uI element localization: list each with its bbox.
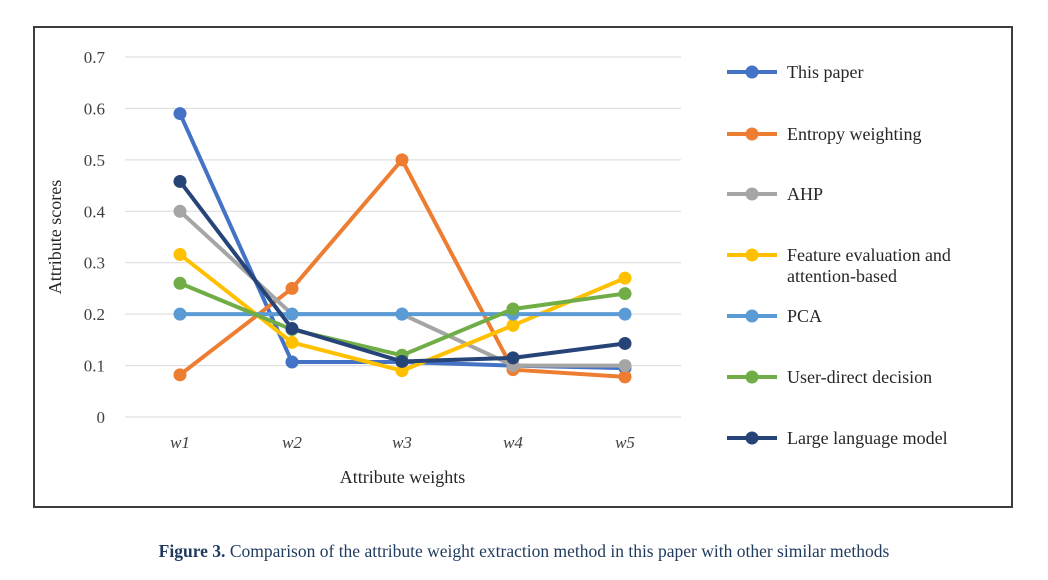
series-1 — [173, 107, 632, 375]
series-line — [178, 112, 626, 371]
data-point — [285, 281, 299, 295]
data-point — [618, 307, 632, 321]
data-point — [173, 107, 187, 121]
y-tick-label: 0.2 — [84, 305, 105, 324]
y-tick-label: 0 — [97, 408, 106, 427]
x-tick-label: w5 — [615, 433, 635, 452]
figure-caption: Figure 3. Comparison of the attribute we… — [0, 541, 1048, 562]
legend-label: PCA — [787, 306, 822, 326]
series-2 — [173, 153, 632, 384]
legend: This paper Entropy weighting AHP Feature ev… — [727, 62, 951, 448]
series-lines — [173, 107, 632, 384]
data-point — [618, 359, 632, 373]
legend-label: This paper — [787, 62, 863, 82]
x-tick-label: w3 — [392, 433, 412, 452]
y-tick-label: 0.3 — [84, 254, 105, 273]
data-point — [395, 354, 409, 368]
legend-swatch-marker — [745, 127, 759, 141]
x-tick-label: w2 — [282, 433, 302, 452]
series-7 — [173, 174, 632, 368]
data-point — [173, 174, 187, 188]
data-point — [618, 336, 632, 350]
legend-swatch-marker — [745, 187, 759, 201]
data-point — [506, 351, 520, 365]
data-point — [285, 335, 299, 349]
data-point — [506, 302, 520, 316]
legend-item: Large language model — [727, 428, 948, 448]
y-tick-label: 0.7 — [84, 48, 106, 67]
legend-swatch-marker — [745, 65, 759, 79]
legend-label: User-direct decision — [787, 367, 932, 387]
legend-item: User-direct decision — [727, 367, 932, 387]
series-line — [178, 180, 626, 364]
figure-caption-text: Comparison of the attribute weight extra… — [225, 541, 890, 561]
data-point — [173, 276, 187, 290]
legend-label: Entropy weighting — [787, 124, 921, 144]
y-tick-label: 0.1 — [84, 357, 105, 376]
legend-swatch-marker — [745, 309, 759, 323]
y-axis-ticks: 0 0.1 0.2 0.3 0.4 0.5 0.6 0.7 — [84, 48, 106, 427]
y-tick-label: 0.5 — [84, 151, 105, 170]
legend-label: Large language model — [787, 428, 948, 448]
data-point — [285, 322, 299, 336]
legend-item: PCA — [727, 306, 822, 326]
y-axis-title: Attribute scores — [45, 180, 65, 294]
data-point — [506, 318, 520, 332]
x-tick-label: w1 — [170, 433, 190, 452]
x-axis-ticks: w1 w2 w3 w4 w5 — [170, 433, 635, 452]
y-tick-label: 0.6 — [84, 99, 105, 118]
legend-swatch-marker — [745, 370, 759, 384]
legend-swatch-marker — [745, 431, 759, 445]
legend-item: This paper — [727, 62, 863, 82]
data-point — [395, 364, 409, 378]
legend-label: AHP — [787, 184, 823, 204]
data-point — [618, 287, 632, 301]
line-chart: 0 0.1 0.2 0.3 0.4 0.5 0.6 0.7 w1 w2 w3 w4 w5 This p… — [45, 48, 951, 487]
legend-label: Feature evaluation and attention-based — [787, 245, 951, 286]
data-point — [618, 370, 632, 384]
data-point — [173, 247, 187, 261]
legend-item: Feature evaluation and attention-based — [727, 245, 951, 286]
data-point — [395, 153, 409, 167]
data-point — [173, 368, 187, 382]
legend-item: Entropy weighting — [727, 124, 921, 144]
data-point — [173, 204, 187, 218]
series-line — [178, 209, 625, 368]
series-3 — [173, 204, 632, 373]
x-axis-title: Attribute weights — [340, 467, 465, 487]
data-point — [285, 355, 299, 369]
legend-swatch-marker — [745, 248, 759, 262]
data-point — [173, 307, 187, 321]
legend-item: AHP — [727, 184, 823, 204]
data-point — [285, 307, 299, 321]
y-tick-label: 0.4 — [84, 202, 106, 221]
data-point — [618, 271, 632, 285]
x-tick-label: w4 — [503, 433, 523, 452]
chart-frame: 0 0.1 0.2 0.3 0.4 0.5 0.6 0.7 w1 w2 w3 w4 w5 This p… — [33, 26, 1013, 508]
data-point — [395, 307, 409, 321]
figure-label: Figure 3. — [158, 541, 226, 561]
